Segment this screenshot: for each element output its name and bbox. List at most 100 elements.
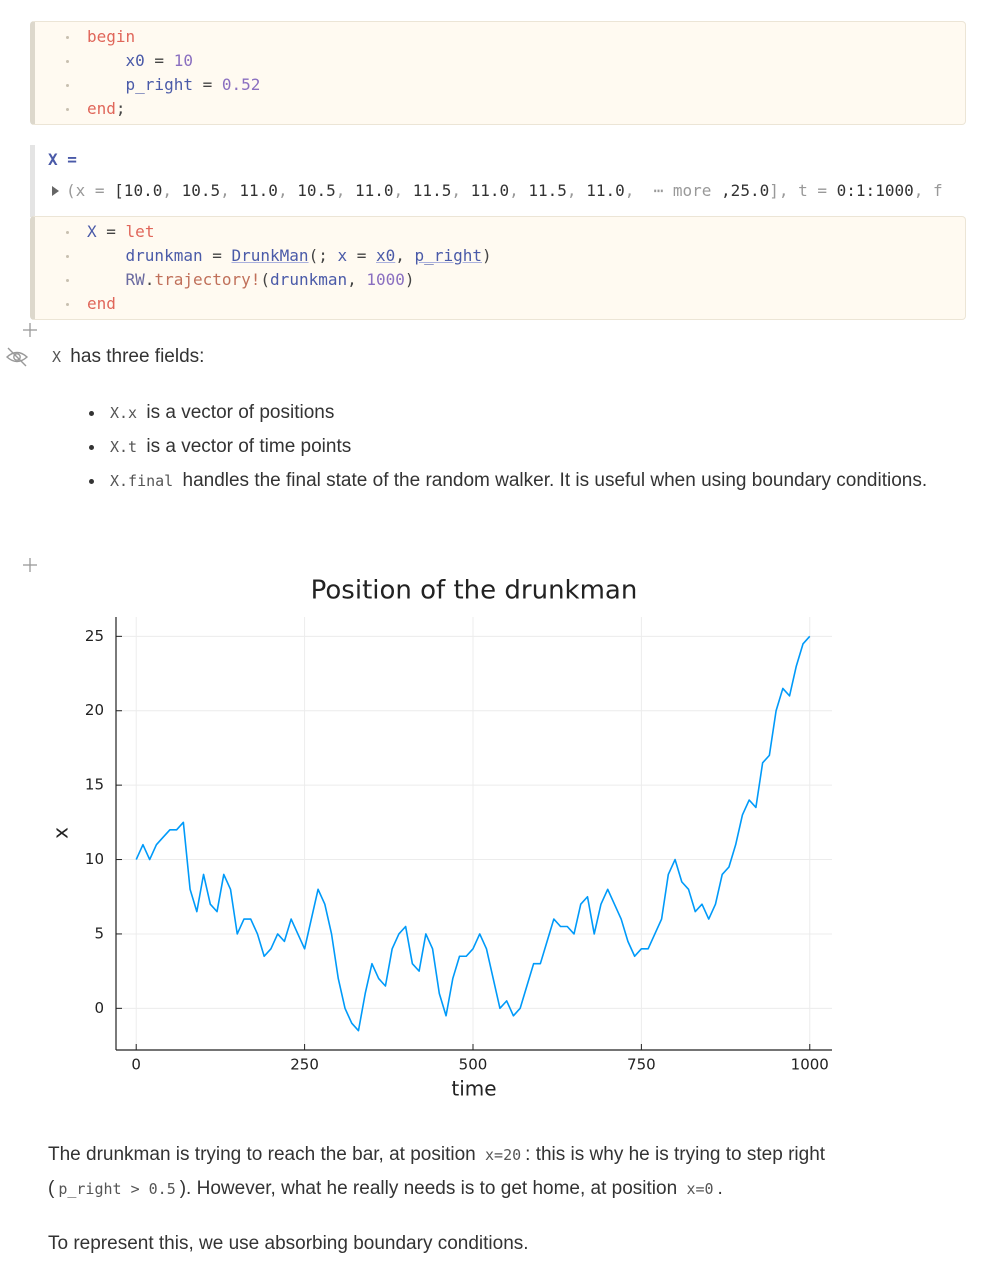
text-run: To represent this, we use absorbing boun…	[48, 1233, 529, 1254]
code-token: p_right	[414, 246, 482, 265]
code-token: 1000	[366, 270, 405, 289]
field-list: X.x is a vector of positionsX.t is a vec…	[60, 396, 936, 498]
inline-code: x=0	[686, 1180, 714, 1198]
text-run: handles the final state of the random wa…	[177, 470, 928, 491]
code-token: .	[144, 270, 155, 289]
code-token: , f	[913, 181, 943, 200]
code-token: 10.5	[181, 181, 221, 200]
code-line: X = let	[35, 220, 965, 244]
code-token: )	[404, 270, 415, 289]
code-line: p_right = 0.52	[35, 73, 965, 97]
x-tick-label: 0	[131, 1056, 141, 1074]
code-line: RW.trajectory!(drunkman, 1000)	[35, 268, 965, 292]
code-token: 11.5	[412, 181, 452, 200]
code-token: =	[96, 222, 126, 241]
y-tick-label: 5	[94, 924, 104, 942]
text-run: .	[717, 1178, 723, 1199]
text-run: : this is why he is trying to step right…	[48, 1144, 826, 1199]
expand-toggle[interactable]	[52, 186, 59, 196]
code-token: =	[144, 51, 174, 70]
code-token: x0	[376, 246, 396, 265]
add-cell-button[interactable]	[20, 555, 40, 575]
code-token: ,	[451, 181, 471, 200]
list-item: X.x is a vector of positions	[106, 396, 936, 430]
list-item: X.t is a vector of time points	[106, 430, 936, 464]
paragraph: The drunkman is trying to reach the bar,…	[48, 1138, 898, 1206]
code-token: X	[87, 222, 97, 241]
chart-title: Position of the drunkman	[311, 576, 638, 606]
code-token: 11.0	[470, 181, 510, 200]
x-tick-label: 250	[290, 1056, 319, 1074]
output-bar	[30, 145, 35, 217]
code-token: ,25.0	[721, 181, 770, 200]
text-run: has three fields:	[65, 346, 205, 367]
code-token: ,	[162, 181, 182, 200]
y-tick-label: 0	[94, 999, 104, 1017]
code-token: (	[260, 270, 271, 289]
code-token: 11.0	[239, 181, 278, 200]
code-token: )	[481, 246, 492, 265]
output-value: (x = [10.0, 10.5, 11.0, 10.5, 11.0, 11.5…	[66, 180, 970, 202]
code-token: x	[337, 246, 348, 265]
code-token: ,	[277, 181, 298, 200]
y-axis-label: x	[49, 827, 73, 839]
code-token: end	[87, 294, 116, 313]
paragraph: To represent this, we use absorbing boun…	[48, 1227, 898, 1260]
inline-code: p_right > 0.5	[58, 1180, 176, 1198]
text-run: is a vector of positions	[141, 402, 335, 423]
code-token: x0	[87, 51, 145, 70]
show-code-button[interactable]	[5, 346, 29, 368]
code-token: ,	[347, 270, 367, 289]
code-token: ;	[115, 99, 126, 118]
chart: Position of the drunkman time x 0 250 500 7…	[49, 576, 832, 1101]
text-run: ). However, what he really needs is to g…	[179, 1178, 683, 1199]
code-token: 10.5	[297, 181, 336, 200]
code-token: =	[192, 75, 222, 94]
code-token: 0.52	[221, 75, 261, 94]
code-token: RW	[87, 270, 145, 289]
code-token: , ⋯ more	[624, 181, 722, 200]
inline-code: X.x	[110, 404, 138, 422]
code-token: (;	[308, 246, 338, 265]
code-cell[interactable]: begin x0 = 10 p_right = 0.52 end;	[30, 21, 966, 125]
code-token: ,	[566, 181, 587, 200]
inline-code: X	[52, 348, 62, 366]
inline-code: X.t	[110, 438, 138, 456]
code-token: 0:1:1000	[836, 181, 914, 200]
text-run: is a vector of time points	[141, 436, 352, 457]
code-token: ,	[335, 181, 355, 200]
code-token: =	[202, 246, 232, 265]
code-token: drunkman	[87, 246, 203, 265]
code-token: 10	[173, 51, 193, 70]
code-token: (x =	[66, 181, 115, 200]
code-cell[interactable]: X = let drunkman = DrunkMan(; x = x0, p_…	[30, 216, 966, 320]
code-token: ,	[509, 181, 529, 200]
code-token: p_right	[87, 75, 193, 94]
code-line: drunkman = DrunkMan(; x = x0, p_right)	[35, 244, 965, 268]
code-token: ,	[220, 181, 240, 200]
code-token: 11.0	[586, 181, 625, 200]
code-token: let	[125, 222, 155, 241]
text-run: The drunkman is trying to reach the bar,…	[48, 1144, 482, 1165]
output-label: X =	[48, 150, 77, 169]
list-item: X.final handles the final state of the r…	[106, 464, 936, 498]
y-tick-label: 25	[85, 627, 104, 645]
code-token: 11.5	[528, 181, 567, 200]
code-token: begin	[87, 27, 136, 46]
add-cell-button[interactable]	[20, 320, 40, 340]
code-token: 11.0	[355, 181, 394, 200]
code-token: [10.0	[114, 181, 163, 200]
code-token: ,	[395, 246, 415, 265]
y-tick-label: 10	[85, 850, 104, 868]
x-tick-label: 750	[627, 1056, 656, 1074]
markdown-intro: X has three fields:	[48, 340, 204, 374]
code-line: x0 = 10	[35, 49, 965, 73]
inline-code: X.final	[110, 472, 174, 490]
x-axis-label: time	[451, 1077, 496, 1101]
code-token: drunkman	[270, 270, 348, 289]
y-tick-label: 20	[85, 701, 104, 719]
data-line	[135, 635, 811, 1032]
code-token: DrunkMan	[231, 246, 309, 265]
y-tick-label: 15	[85, 776, 104, 794]
